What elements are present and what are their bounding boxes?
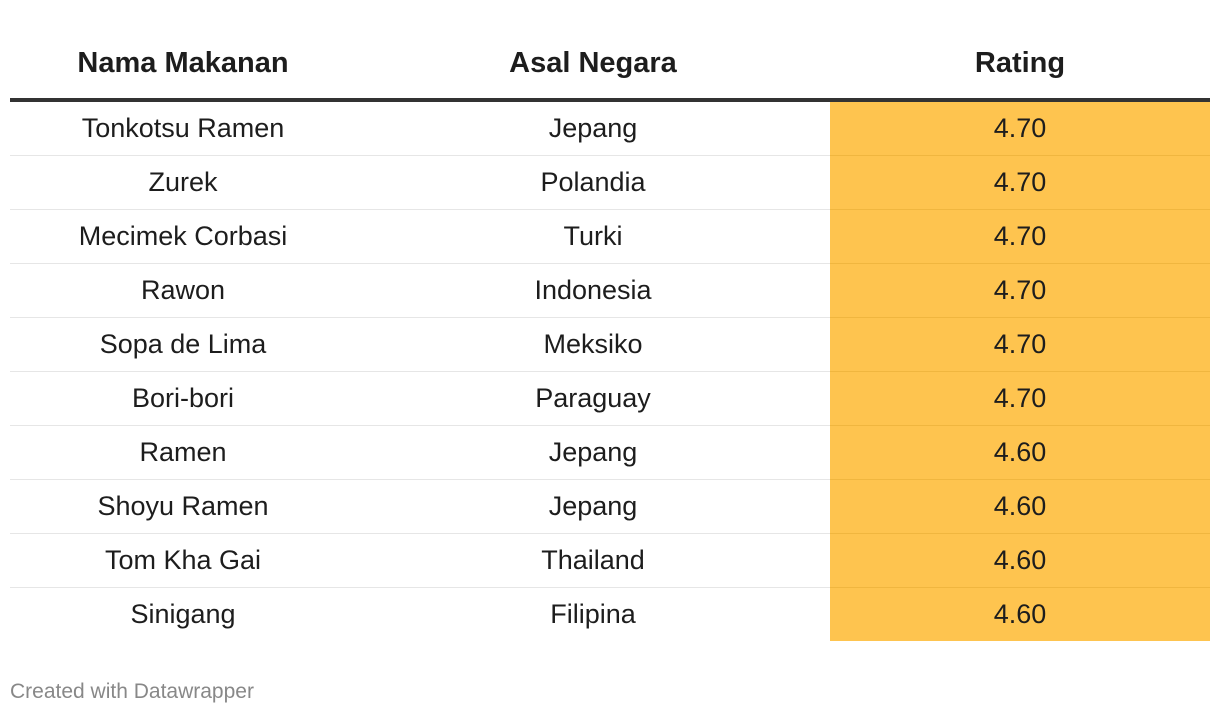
cell-food-name: Sinigang (130, 599, 236, 629)
table-row: Rawon Indonesia 4.70 (10, 263, 1210, 318)
table-row: Zurek Polandia 4.70 (10, 155, 1210, 210)
column-header-name[interactable]: Nama Makanan (10, 28, 356, 102)
cell-food-name: Tom Kha Gai (10, 533, 356, 588)
cell-rating: 4.70 (830, 100, 1210, 156)
cell-food-name: Tonkotsu Ramen (10, 100, 356, 156)
cell-rating: 4.60 (830, 587, 1210, 641)
table-row: Tom Kha Gai Thailand 4.60 (10, 533, 1210, 588)
table-header-row: Nama Makanan Asal Negara Rating (10, 28, 1210, 102)
cell-country: Polandia (356, 155, 830, 210)
cell-rating: 4.70 (830, 155, 1210, 210)
cell-country: Indonesia (356, 263, 830, 318)
table-row: Bori-bori Paraguay 4.70 (10, 371, 1210, 426)
cell-food-name: Bori-bori (10, 371, 356, 426)
cell-food-name: Mecimek Corbasi (10, 209, 356, 264)
table-row: Shoyu Ramen Jepang 4.60 (10, 479, 1210, 534)
cell-food-name: Shoyu Ramen (10, 479, 356, 534)
table-row: Sinigang Filipina 4.60 (10, 587, 1210, 641)
table-row: Ramen Jepang 4.60 (10, 425, 1210, 480)
cell-country: Filipina (550, 599, 636, 629)
footer-credit[interactable]: Created with Datawrapper (10, 680, 254, 703)
column-header-rating[interactable]: Rating (830, 28, 1210, 102)
cell-rating: 4.70 (830, 371, 1210, 426)
data-table-container: Nama Makanan Asal Negara Rating Tonkotsu… (10, 28, 1210, 641)
food-rating-table: Nama Makanan Asal Negara Rating Tonkotsu… (10, 28, 1210, 641)
cell-food-name: Rawon (10, 263, 356, 318)
cell-rating: 4.70 (830, 317, 1210, 372)
cell-country: Paraguay (356, 371, 830, 426)
cell-rating: 4.70 (830, 209, 1210, 264)
cell-food-name: Zurek (10, 155, 356, 210)
cell-rating: 4.70 (830, 263, 1210, 318)
cell-country: Jepang (356, 425, 830, 480)
table-body: Tonkotsu Ramen Jepang 4.70 Zurek Polandia 4.7… (10, 100, 1210, 641)
cell-rating: 4.60 (830, 479, 1210, 534)
cell-rating: 4.60 (830, 425, 1210, 480)
cell-country: Jepang (356, 479, 830, 534)
table-row: Sopa de Lima Meksiko 4.70 (10, 317, 1210, 372)
column-header-country[interactable]: Asal Negara (356, 28, 830, 102)
cell-rating: 4.60 (830, 533, 1210, 588)
cell-country: Turki (356, 209, 830, 264)
cell-country: Jepang (356, 100, 830, 156)
cell-food-name: Sopa de Lima (10, 317, 356, 372)
table-row: Tonkotsu Ramen Jepang 4.70 (10, 100, 1210, 156)
cell-country: Thailand (356, 533, 830, 588)
cell-country: Meksiko (356, 317, 830, 372)
table-row: Mecimek Corbasi Turki 4.70 (10, 209, 1210, 264)
cell-food-name: Ramen (10, 425, 356, 480)
